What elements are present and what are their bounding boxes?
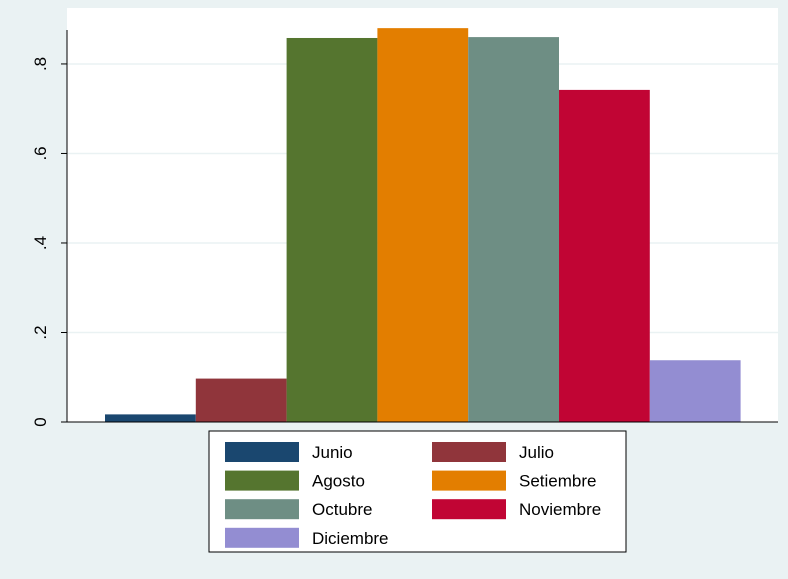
legend-label-setiembre: Setiembre (519, 472, 596, 491)
bar-junio (105, 414, 196, 422)
y-tick-label: 0 (31, 417, 50, 426)
legend-label-octubre: Octubre (312, 500, 372, 519)
bar-diciembre (649, 360, 741, 422)
legend-label-junio: Junio (312, 443, 353, 462)
y-tick-label: .6 (31, 146, 50, 160)
y-axis-ticks: 0 .2 .4 .6 .8 (31, 57, 67, 427)
legend-swatch-junio (225, 442, 299, 462)
legend-label-julio: Julio (519, 443, 554, 462)
bar-setiembre (377, 28, 469, 423)
bar-julio (195, 378, 287, 422)
y-tick-label: .4 (31, 236, 50, 250)
legend-swatch-agosto (225, 470, 299, 491)
y-tick-label: .2 (31, 325, 50, 339)
legend-swatch-setiembre (432, 470, 506, 491)
bar-octubre (468, 37, 559, 423)
bar-agosto (286, 37, 378, 422)
legend-swatch-julio (432, 442, 506, 462)
legend-label-diciembre: Diciembre (312, 529, 389, 548)
legend-swatch-octubre (225, 499, 299, 520)
bar-noviembre (559, 89, 650, 423)
bars (67, 28, 778, 423)
legend-swatch-noviembre (432, 499, 506, 520)
legend: Junio Julio Agosto Setiembre Octubre Noviembr… (208, 430, 627, 553)
y-tick-label: .8 (31, 57, 50, 71)
legend-swatch-diciembre (225, 527, 299, 548)
legend-label-noviembre: Noviembre (519, 500, 601, 519)
legend-label-agosto: Agosto (312, 472, 365, 491)
